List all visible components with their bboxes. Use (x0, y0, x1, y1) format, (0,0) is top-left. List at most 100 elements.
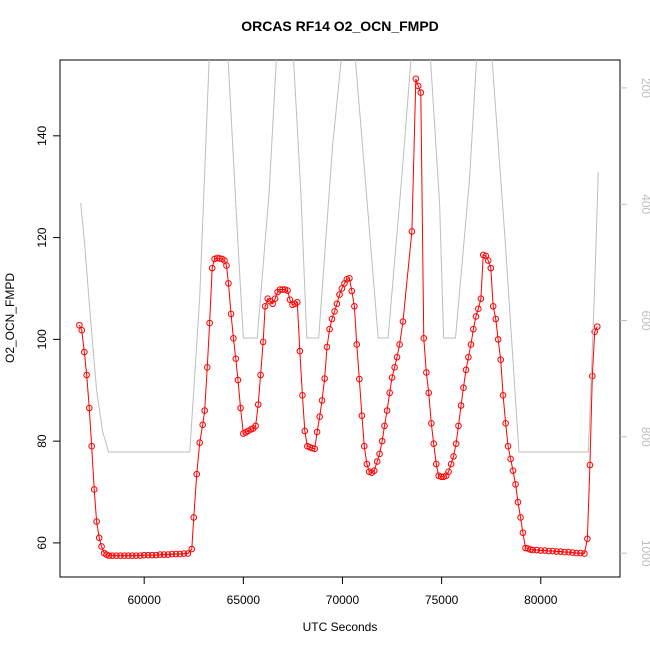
data-point (412, 75, 420, 83)
data-point (507, 455, 514, 463)
data-point (225, 280, 232, 287)
data-point (557, 548, 564, 555)
x-tick-label: 80000 (524, 593, 558, 607)
data-point (502, 420, 509, 427)
data-point (477, 295, 485, 302)
data-point (136, 552, 144, 559)
data-point (76, 321, 83, 329)
y-tick-label: 140 (35, 125, 49, 145)
x-tick-label: 65000 (227, 593, 261, 607)
data-point (423, 369, 430, 376)
data-point (237, 404, 244, 412)
data-point (577, 549, 584, 557)
data-point (470, 325, 477, 333)
data-point (286, 296, 294, 303)
y-tick-label: 60 (35, 536, 49, 550)
data-point (465, 353, 472, 361)
data-point (569, 549, 576, 556)
data-point (527, 546, 534, 553)
x-axis-title: UTC Seconds (303, 620, 378, 634)
data-point (95, 534, 103, 542)
data-point (117, 552, 124, 559)
data-point (541, 547, 549, 554)
data-point (227, 310, 235, 318)
data-point (328, 315, 336, 323)
data-point (417, 89, 425, 96)
data-point (360, 442, 368, 450)
data-point (93, 518, 100, 525)
data-point (561, 548, 568, 556)
data-point (591, 328, 598, 336)
data-point (545, 547, 552, 555)
plot-area (76, 60, 601, 559)
data-point (452, 440, 460, 447)
data-point (333, 300, 341, 308)
data-point (388, 374, 396, 381)
data-point (299, 392, 306, 399)
data-point (184, 550, 192, 557)
data-point (293, 298, 301, 306)
data-point (408, 228, 416, 235)
data-point (383, 407, 391, 414)
data-point (428, 420, 435, 427)
data-point (519, 529, 527, 537)
data-point (512, 481, 519, 488)
y2-tick-label: 1000 (639, 540, 650, 567)
data-point (311, 445, 319, 453)
x-tick-label: 60000 (128, 593, 162, 607)
data-point (301, 427, 309, 435)
data-point (152, 551, 160, 559)
data-point (487, 264, 495, 272)
data-point (455, 422, 462, 430)
data-point (296, 347, 304, 355)
data-point (271, 295, 279, 302)
data-point (326, 325, 333, 333)
y-tick-label: 120 (35, 227, 49, 247)
data-point (386, 389, 393, 397)
data-point (90, 486, 98, 493)
y2-tick-label: 200 (639, 78, 650, 98)
data-point (489, 302, 497, 310)
data-point (533, 546, 541, 554)
y2-tick-label: 600 (639, 311, 650, 331)
data-point (593, 323, 601, 330)
data-point (381, 422, 388, 430)
data-point (414, 82, 422, 90)
data-point (504, 442, 512, 450)
data-point (462, 366, 470, 374)
data-point (199, 421, 206, 429)
data-point (420, 335, 428, 342)
pressure-line (80, 60, 599, 453)
data-point (105, 552, 113, 559)
data-point (425, 389, 433, 397)
data-point (497, 356, 505, 364)
data-point (176, 550, 184, 558)
data-point (144, 551, 152, 559)
y-tick-label: 80 (35, 434, 49, 448)
data-point (180, 550, 188, 557)
data-point (492, 315, 500, 323)
y-axis-title: O2_OCN_FMPD (3, 273, 17, 363)
data-point (113, 552, 120, 559)
data-point (346, 275, 353, 282)
data-point (331, 308, 338, 315)
data-point (475, 305, 482, 313)
data-point (196, 439, 204, 446)
data-point (201, 407, 208, 414)
data-point (128, 552, 136, 559)
data-point (336, 291, 343, 298)
y-tick-label: 100 (35, 329, 49, 349)
data-point (85, 404, 93, 412)
data-point (376, 450, 383, 458)
data-point (284, 287, 291, 294)
data-point (88, 442, 95, 450)
data-point (338, 285, 346, 292)
data-point (396, 341, 403, 348)
data-point (460, 384, 467, 392)
data-point (447, 460, 455, 468)
data-point (232, 355, 240, 362)
data-point (373, 458, 381, 465)
chart-title: ORCAS RF14 O2_OCN_FMPD (241, 18, 439, 34)
